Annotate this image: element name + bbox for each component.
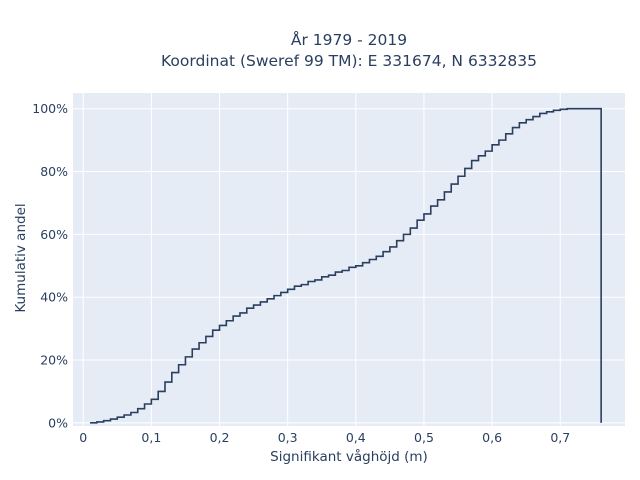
plot-area bbox=[73, 93, 625, 426]
y-tick-label: 60% bbox=[40, 227, 68, 242]
y-tick-label: 80% bbox=[40, 164, 68, 179]
x-gridlines bbox=[82, 93, 561, 426]
x-axis-ticks: 0 0,1 0,2 0,3 0,4 0,5 0,6 0,7 bbox=[79, 430, 570, 445]
y-tick-label: 100% bbox=[32, 101, 68, 116]
x-tick-label: 0,4 bbox=[346, 430, 366, 445]
x-tick-label: 0 bbox=[79, 430, 87, 445]
y-tick-label: 40% bbox=[40, 290, 68, 305]
x-tick-label: 0,2 bbox=[210, 430, 230, 445]
x-tick-label: 0,3 bbox=[278, 430, 298, 445]
y-tick-label: 0% bbox=[48, 415, 68, 430]
x-tick-label: 0,1 bbox=[141, 430, 161, 445]
x-axis-title: Signifikant våghöjd (m) bbox=[270, 448, 428, 465]
y-axis-title: Kumulativ andel bbox=[13, 203, 29, 312]
x-tick-label: 0,5 bbox=[414, 430, 434, 445]
chart-title-line-2: Koordinat (Sweref 99 TM): E 331674, N 63… bbox=[161, 52, 537, 70]
cumulative-step-line bbox=[90, 107, 602, 424]
x-tick-label: 0,7 bbox=[550, 430, 570, 445]
y-tick-label: 20% bbox=[40, 353, 68, 368]
chart-title-line-1: År 1979 - 2019 bbox=[291, 30, 407, 49]
x-tick-label: 0,6 bbox=[482, 430, 502, 445]
y-gridlines bbox=[73, 108, 625, 424]
y-axis-ticks: 0% 20% 40% 60% 80% 100% bbox=[32, 101, 68, 430]
